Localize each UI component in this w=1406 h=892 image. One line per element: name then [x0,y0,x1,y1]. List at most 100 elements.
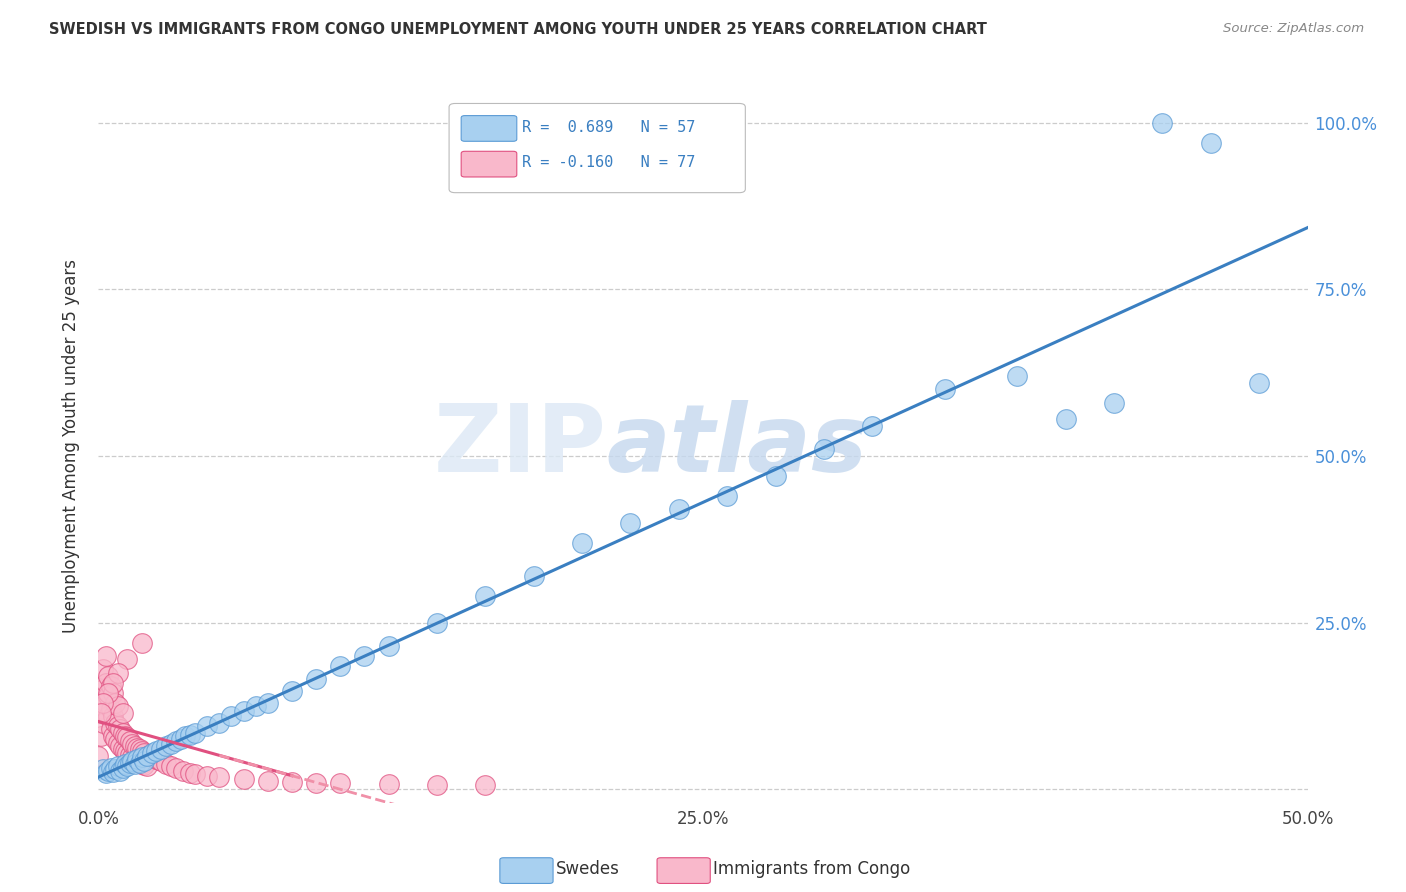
Point [1152,115,1174,129]
Point [716,489,738,503]
Point [174,729,197,743]
Point [165,761,187,775]
Text: R =  0.689   N = 57: R = 0.689 N = 57 [522,120,695,135]
Point [97,764,120,778]
Point [134,755,156,769]
Point [668,502,690,516]
Point [118,734,141,748]
Point [114,757,136,772]
Point [160,759,183,773]
Point [143,750,166,764]
Point [169,732,191,747]
Point [195,719,218,733]
Point [474,779,496,793]
Point [1199,136,1222,150]
Point [305,673,328,687]
Point [179,765,201,780]
Point [1249,376,1271,390]
Point [184,767,207,781]
Point [117,759,139,773]
Point [87,749,110,764]
Point [108,739,131,753]
Point [117,731,139,745]
Point [118,756,141,770]
Point [138,747,160,762]
Point [232,704,254,718]
Point [108,764,131,778]
Point [329,659,352,673]
Point [765,469,787,483]
Point [256,696,278,710]
Point [100,723,122,737]
Point [141,746,163,760]
Point [128,756,150,770]
Point [232,772,254,787]
Point [141,749,163,764]
Point [523,569,546,583]
Point [104,696,127,710]
Text: Swedes: Swedes [555,860,620,878]
Point [121,750,143,764]
Point [179,728,201,742]
Point [114,744,136,758]
Point [97,669,120,683]
Point [131,744,153,758]
FancyBboxPatch shape [449,103,745,193]
Point [108,723,131,737]
Point [91,763,114,777]
Point [128,742,150,756]
Point [571,535,593,549]
FancyBboxPatch shape [501,858,553,883]
Point [114,729,136,743]
Point [117,746,139,760]
Point [135,749,157,764]
Point [97,689,120,703]
Text: R = -0.160   N = 77: R = -0.160 N = 77 [522,155,695,170]
Point [107,719,129,733]
Text: SWEDISH VS IMMIGRANTS FROM CONGO UNEMPLOYMENT AMONG YOUTH UNDER 25 YEARS CORRELA: SWEDISH VS IMMIGRANTS FROM CONGO UNEMPLO… [49,22,987,37]
Point [101,729,124,743]
Point [94,675,117,690]
Point [135,759,157,773]
Point [305,776,328,790]
Point [104,732,127,747]
Point [124,752,146,766]
Point [127,752,149,766]
Point [121,755,143,769]
FancyBboxPatch shape [657,858,710,883]
Point [100,761,122,775]
Point [184,725,207,739]
Point [107,665,129,680]
Point [281,683,304,698]
Point [90,729,112,743]
Point [165,734,187,748]
Point [934,382,956,396]
Point [111,761,134,775]
Text: Source: ZipAtlas.com: Source: ZipAtlas.com [1223,22,1364,36]
Point [150,755,173,769]
Point [377,777,399,791]
Point [131,750,153,764]
Point [118,747,141,762]
Point [148,753,170,767]
Point [100,679,122,693]
Point [128,756,150,770]
Point [100,702,122,716]
Point [94,649,117,664]
Point [94,696,117,710]
Point [90,706,112,720]
Point [619,516,641,530]
Point [124,757,146,772]
Point [245,699,267,714]
Point [145,744,167,758]
Point [104,715,127,730]
Point [160,737,183,751]
Point [124,739,146,753]
Point [150,742,173,756]
Point [256,773,278,788]
Point [377,639,399,653]
Text: ZIP: ZIP [433,400,606,492]
FancyBboxPatch shape [461,116,517,141]
Text: atlas: atlas [606,400,868,492]
Point [101,675,124,690]
